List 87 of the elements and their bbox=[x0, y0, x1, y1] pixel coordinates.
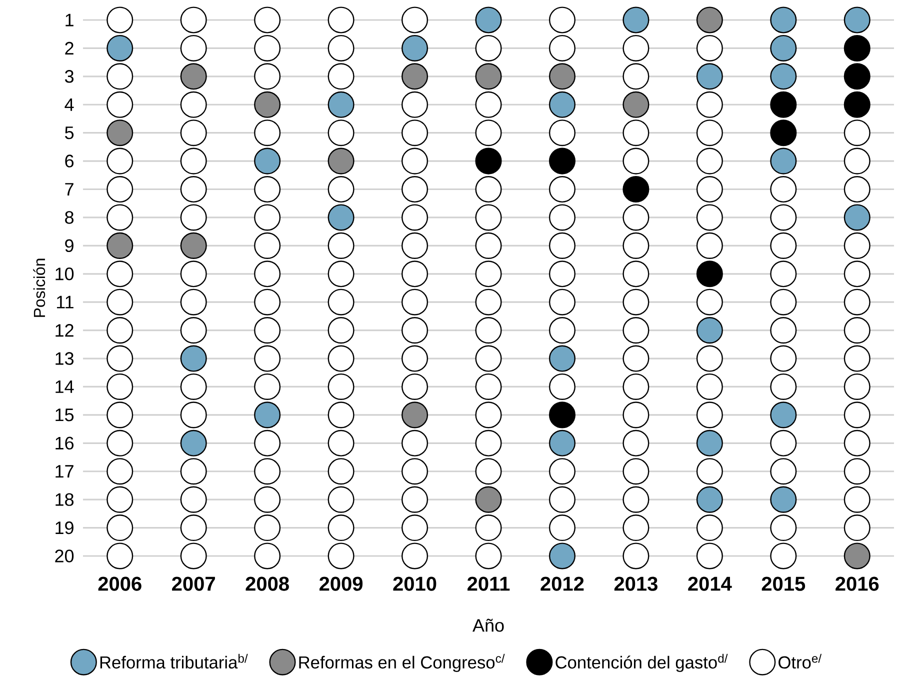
point bbox=[548, 63, 576, 90]
point bbox=[696, 317, 723, 344]
x-axis-title: Año bbox=[472, 618, 504, 632]
point bbox=[548, 542, 576, 570]
legend-label: Reforma tributaria$^{b/}$ bbox=[100, 654, 248, 669]
point bbox=[696, 430, 723, 456]
point bbox=[844, 91, 870, 118]
x-tick-label: 2006 bbox=[98, 576, 142, 591]
y-tick-label: 7 bbox=[65, 183, 74, 196]
x-tick-label: 2015 bbox=[762, 576, 806, 591]
y-axis-title: Posición bbox=[33, 258, 46, 317]
legend-label: Otro$^{e/}$ bbox=[778, 654, 822, 669]
point bbox=[770, 402, 797, 428]
point bbox=[548, 148, 576, 174]
point bbox=[770, 34, 797, 62]
y-tick-label: 3 bbox=[64, 70, 74, 83]
point bbox=[180, 430, 207, 456]
x-tick-label: 2013 bbox=[614, 576, 658, 591]
point bbox=[475, 63, 502, 90]
point bbox=[475, 148, 502, 174]
point bbox=[770, 91, 797, 118]
y-tick-label: 1 bbox=[66, 14, 74, 26]
legend-label: Contención del gasto$^{d/}$ bbox=[556, 654, 728, 672]
x-tick-label: 2009 bbox=[319, 576, 363, 591]
point bbox=[402, 34, 428, 62]
point bbox=[844, 542, 870, 570]
point bbox=[844, 204, 870, 231]
point bbox=[770, 6, 797, 34]
point bbox=[254, 91, 281, 118]
point bbox=[254, 402, 281, 428]
point bbox=[328, 204, 354, 231]
y-tick-label: 20 bbox=[55, 550, 74, 562]
x-tick-label: 2011 bbox=[468, 576, 510, 591]
y-tick-label: 4 bbox=[64, 98, 74, 111]
point bbox=[770, 120, 797, 146]
y-tick-label: 14 bbox=[56, 380, 74, 393]
point bbox=[548, 91, 576, 118]
point bbox=[622, 176, 650, 203]
point bbox=[180, 345, 207, 372]
point bbox=[696, 486, 723, 513]
point bbox=[106, 120, 134, 146]
x-tick-label: 2014 bbox=[688, 576, 732, 591]
point bbox=[180, 63, 207, 90]
y-tick-label: 15 bbox=[56, 408, 74, 422]
point bbox=[548, 402, 576, 428]
y-tick-label: 12 bbox=[56, 324, 74, 337]
y-tick-label: 13 bbox=[56, 352, 74, 365]
x-tick-label: 2016 bbox=[836, 576, 879, 591]
point bbox=[328, 148, 354, 174]
y-tick-label: 18 bbox=[56, 493, 74, 506]
y-tick-label: 11 bbox=[56, 296, 74, 308]
point bbox=[696, 260, 723, 288]
point bbox=[696, 63, 723, 90]
y-tick-label: 6 bbox=[65, 154, 74, 168]
y-tick-label: 17 bbox=[56, 465, 74, 478]
y-tick-label: 10 bbox=[56, 268, 74, 280]
y-tick-label: 2 bbox=[65, 42, 74, 54]
x-tick-label: 2008 bbox=[246, 576, 289, 591]
point bbox=[402, 402, 428, 428]
y-tick-label: 5 bbox=[64, 126, 74, 140]
point bbox=[106, 232, 134, 259]
point bbox=[475, 6, 502, 34]
point bbox=[696, 6, 723, 34]
point bbox=[548, 430, 576, 456]
x-tick-label: 2012 bbox=[540, 576, 584, 591]
point bbox=[106, 34, 134, 62]
point bbox=[844, 6, 870, 34]
point bbox=[770, 486, 797, 513]
point bbox=[475, 486, 502, 513]
point bbox=[180, 232, 207, 259]
point bbox=[844, 63, 870, 90]
point bbox=[254, 148, 281, 174]
point bbox=[844, 34, 870, 62]
x-tick-label: 2010 bbox=[393, 576, 436, 591]
y-tick-label: 9 bbox=[65, 239, 74, 252]
point bbox=[622, 91, 650, 118]
point bbox=[622, 6, 650, 34]
legend-label: Reformas en el Congreso$^{c/}$ bbox=[299, 654, 505, 672]
y-tick-label: 8 bbox=[65, 211, 74, 224]
point bbox=[770, 63, 797, 90]
y-tick-label: 16 bbox=[56, 436, 74, 450]
point bbox=[770, 148, 797, 174]
y-tick-label: 19 bbox=[56, 521, 74, 534]
x-tick-label: 2007 bbox=[172, 576, 215, 591]
point bbox=[402, 63, 428, 90]
point bbox=[548, 345, 576, 372]
point bbox=[328, 91, 354, 118]
